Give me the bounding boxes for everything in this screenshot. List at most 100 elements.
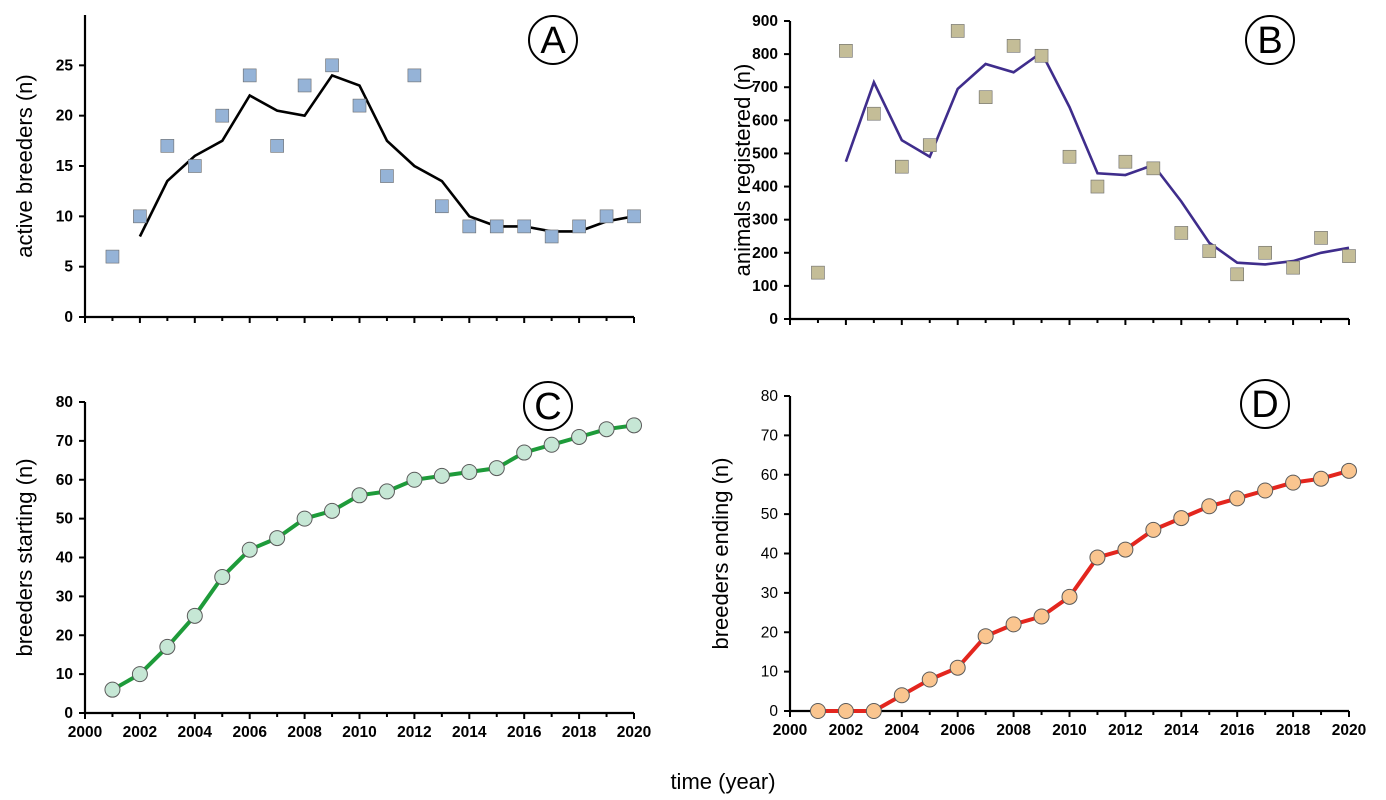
x-tick-label: 2012 [397, 724, 431, 741]
y-tick-label: 10 [761, 664, 779, 681]
data-point [406, 471, 423, 488]
data-point [1257, 482, 1274, 499]
data-point [543, 436, 560, 453]
data-point [950, 24, 965, 38]
data-point [1005, 616, 1022, 633]
data-point [1342, 249, 1356, 263]
data-point [598, 421, 615, 438]
panel-label: B [1257, 20, 1282, 62]
panel-label-circle [1240, 379, 1290, 429]
data-point [811, 265, 825, 280]
data-point [214, 568, 231, 585]
data-point [351, 487, 368, 504]
data-point [1229, 490, 1246, 507]
y-tick-label: 800 [752, 46, 778, 63]
data-point [186, 607, 203, 624]
x-tick-label: 2014 [452, 724, 487, 741]
y-tick-label: 400 [752, 179, 778, 196]
data-point [433, 467, 450, 484]
x-tick-label: 2000 [773, 722, 807, 739]
y-tick-label: 80 [56, 394, 73, 411]
data-point [1174, 226, 1189, 240]
data-point [1201, 498, 1218, 515]
x-tick-label: 2010 [342, 724, 376, 741]
y-tick-label: 30 [761, 585, 779, 602]
y-tick-label: 40 [56, 550, 73, 567]
x-tick-label: 2002 [829, 722, 863, 739]
data-point [1118, 154, 1133, 169]
trend-line [138, 73, 635, 238]
data-point [1286, 260, 1300, 275]
series-line [111, 423, 635, 692]
data-point [131, 666, 148, 683]
data-point [837, 703, 854, 719]
data-point [627, 209, 641, 224]
y-tick-label: 600 [752, 112, 778, 129]
x-tick-label: 2006 [232, 724, 267, 741]
x-tick-label: 2008 [996, 722, 1031, 739]
data-point [435, 199, 449, 214]
x-tick-label: 2014 [1164, 722, 1199, 739]
x-tick-label: 2018 [562, 724, 597, 741]
y-tick-label: 25 [56, 57, 74, 74]
data-point [516, 444, 533, 461]
data-point [1285, 474, 1302, 491]
data-point [1089, 549, 1106, 566]
x-axis-title: time (year) [670, 769, 775, 794]
y-tick-label: 300 [752, 212, 778, 229]
y-axis-title: breeders starting (n) [12, 458, 37, 656]
data-point [1145, 521, 1162, 538]
data-point [1314, 231, 1328, 245]
data-point [1006, 39, 1021, 53]
panel-label-circle [1245, 15, 1295, 65]
y-axis-title: active breeders (n) [12, 74, 37, 257]
panel-label: C [534, 386, 561, 428]
data-point [1230, 267, 1244, 282]
y-tick-label: 0 [769, 311, 778, 328]
data-point [104, 681, 121, 698]
panel-label-circle [523, 381, 573, 431]
data-point [599, 209, 614, 224]
y-tick-label: 10 [56, 666, 73, 683]
x-tick-label: 2000 [68, 724, 102, 741]
data-point [544, 229, 559, 244]
data-point [105, 249, 120, 264]
data-point [242, 68, 257, 83]
data-point [324, 502, 341, 519]
y-tick-label: 20 [56, 627, 73, 644]
panel-label: A [540, 20, 566, 62]
y-tick-label: 20 [761, 624, 779, 641]
data-point [325, 58, 339, 73]
data-point [809, 703, 826, 719]
data-point [1090, 179, 1105, 194]
data-point [572, 219, 586, 234]
y-tick-label: 500 [752, 145, 778, 162]
y-tick-label: 0 [769, 703, 778, 720]
panel-label: D [1251, 384, 1278, 426]
y-tick-label: 0 [64, 705, 73, 722]
data-point [270, 139, 284, 153]
y-tick-label: 40 [761, 546, 779, 563]
data-point [407, 68, 422, 83]
data-point [978, 90, 993, 104]
chart-panel-a: 0 5 10 15 20 25 active breeders (n) A [12, 15, 641, 326]
y-tick-label: 60 [56, 472, 73, 489]
data-point [297, 78, 312, 93]
x-tick-label: 2016 [1220, 722, 1255, 739]
data-point [159, 638, 176, 655]
y-tick-label: 50 [761, 506, 779, 523]
data-point [1146, 161, 1161, 176]
data-point [894, 159, 909, 174]
chart-panel-d: 2000 2002 2004 2006 2008 2010 2012 2014 2016 2018… [708, 379, 1366, 739]
chart-panel-b: 0 100 200 300 400 500 600 700 800 900 animals regi… [730, 13, 1356, 328]
data-point [488, 460, 505, 477]
data-point [380, 169, 394, 183]
y-tick-label: 10 [56, 208, 73, 225]
panel-label-circle [528, 15, 578, 65]
y-tick-label: 70 [761, 427, 779, 444]
data-point [1258, 245, 1272, 260]
data-point [1341, 462, 1357, 479]
data-point [1202, 244, 1217, 258]
data-point [1313, 470, 1330, 487]
